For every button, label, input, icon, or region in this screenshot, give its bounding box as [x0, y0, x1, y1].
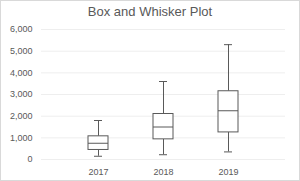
svg-text:2017: 2017 [88, 167, 108, 177]
svg-text:6,000: 6,000 [10, 24, 33, 34]
svg-text:4,000: 4,000 [10, 68, 33, 78]
svg-text:0: 0 [27, 154, 32, 164]
svg-text:1,000: 1,000 [10, 133, 33, 143]
svg-text:2018: 2018 [153, 167, 173, 177]
html-text:Box and Whisker Plot: Box and Whisker Plot [87, 4, 213, 19]
svg-text:2,000: 2,000 [10, 111, 33, 121]
svg-text:3,000: 3,000 [10, 89, 33, 99]
svg-text:5,000: 5,000 [10, 46, 33, 56]
svg-text:2019: 2019 [218, 167, 238, 177]
